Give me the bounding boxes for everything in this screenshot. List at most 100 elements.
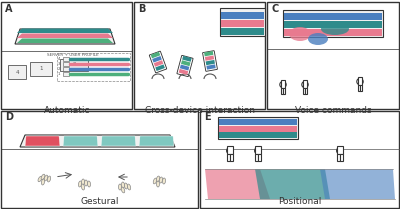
Text: E: E (204, 112, 211, 122)
Bar (151, 52, 160, 58)
Polygon shape (63, 136, 98, 146)
Bar (228, 154, 230, 161)
Text: 1: 1 (58, 72, 60, 76)
Bar (8, 65, 26, 79)
Bar (221, 20, 264, 27)
Bar (180, 65, 189, 70)
Ellipse shape (160, 177, 162, 183)
Ellipse shape (289, 27, 311, 41)
Text: 4: 4 (15, 70, 19, 74)
Ellipse shape (321, 23, 349, 35)
Bar (63, 72, 69, 76)
Bar (1, 2, 132, 109)
Circle shape (254, 147, 262, 154)
Bar (303, 88, 305, 94)
Ellipse shape (41, 174, 45, 180)
Bar (179, 69, 188, 75)
Bar (63, 57, 69, 61)
Text: Voice commands: Voice commands (295, 106, 371, 115)
Bar (258, 154, 260, 161)
Text: 2: 2 (57, 67, 60, 71)
Polygon shape (17, 38, 113, 43)
Text: 2: 2 (72, 62, 76, 68)
Bar (230, 154, 232, 161)
Polygon shape (17, 28, 113, 33)
Polygon shape (255, 169, 330, 199)
Circle shape (280, 81, 286, 88)
Ellipse shape (156, 176, 160, 182)
Bar (358, 77, 362, 85)
Bar (204, 51, 213, 56)
Bar (206, 64, 216, 70)
Bar (305, 88, 307, 94)
Bar (221, 28, 264, 35)
Bar (57, 53, 130, 81)
Polygon shape (205, 169, 270, 199)
Circle shape (302, 81, 308, 88)
Ellipse shape (156, 181, 160, 187)
Ellipse shape (82, 179, 84, 185)
Bar (220, 8, 265, 36)
Circle shape (337, 147, 344, 154)
Text: Cross-device interaction: Cross-device interaction (145, 106, 255, 115)
Circle shape (357, 78, 363, 85)
Bar (338, 146, 342, 154)
Polygon shape (17, 33, 113, 38)
Bar (60, 59, 88, 71)
Bar (155, 64, 165, 71)
Ellipse shape (118, 184, 122, 190)
Polygon shape (20, 135, 175, 147)
Bar (281, 80, 286, 88)
Bar (303, 80, 308, 88)
Text: 4: 4 (58, 57, 60, 61)
Ellipse shape (308, 33, 328, 45)
Text: D: D (5, 112, 13, 122)
Bar (256, 146, 260, 154)
Bar (63, 67, 69, 71)
Bar (206, 60, 215, 65)
Bar (30, 62, 52, 76)
Text: 1: 1 (39, 66, 43, 71)
Bar (63, 62, 69, 66)
FancyBboxPatch shape (177, 55, 193, 77)
Ellipse shape (122, 182, 124, 188)
Text: Automatic: Automatic (44, 106, 90, 115)
Polygon shape (320, 169, 395, 199)
Text: 3: 3 (57, 62, 60, 66)
Bar (219, 132, 297, 138)
Ellipse shape (44, 175, 48, 181)
Bar (283, 10, 383, 37)
Bar (1, 111, 198, 208)
Ellipse shape (88, 181, 90, 187)
Bar (256, 154, 258, 161)
Polygon shape (15, 29, 115, 44)
Bar (284, 13, 382, 20)
Bar (340, 154, 342, 161)
Bar (284, 29, 382, 36)
Bar (219, 125, 297, 131)
FancyBboxPatch shape (149, 51, 167, 73)
Text: Gestural: Gestural (81, 197, 119, 206)
Bar (205, 55, 214, 61)
Text: SERVER + USER PROFILE: SERVER + USER PROFILE (47, 53, 99, 57)
Bar (219, 119, 297, 125)
Ellipse shape (162, 178, 166, 184)
Ellipse shape (127, 184, 131, 190)
Ellipse shape (42, 179, 44, 185)
Ellipse shape (82, 184, 84, 190)
Bar (267, 2, 399, 109)
Text: A: A (5, 4, 12, 14)
Ellipse shape (121, 187, 125, 193)
Text: Positional: Positional (278, 197, 322, 206)
Polygon shape (101, 136, 136, 146)
Text: B: B (138, 4, 145, 14)
Bar (182, 56, 192, 62)
Bar (228, 146, 232, 154)
Polygon shape (139, 136, 174, 146)
Circle shape (226, 147, 234, 154)
Bar (154, 60, 163, 67)
Bar (200, 111, 399, 208)
Bar (358, 85, 360, 91)
Bar (134, 2, 265, 109)
Ellipse shape (38, 176, 42, 182)
